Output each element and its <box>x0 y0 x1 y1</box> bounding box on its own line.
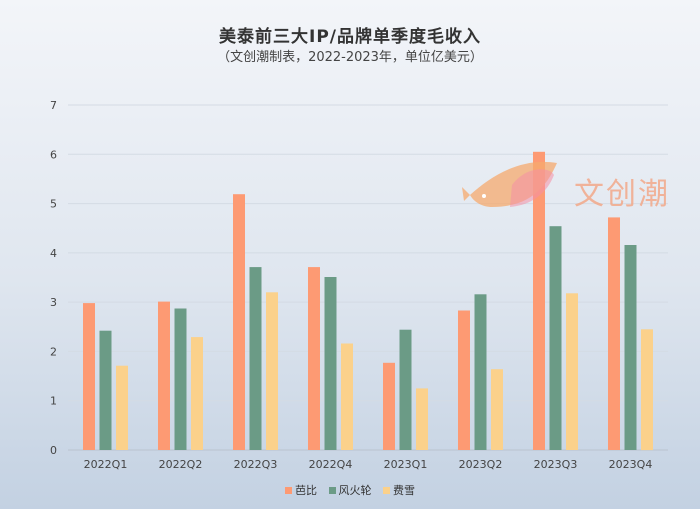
y-tick-label: 7 <box>50 99 57 112</box>
bar-barbie-2022Q2[interactable] <box>158 301 170 450</box>
chart-title: 美泰前三大IP/品牌单季度毛收入 <box>219 27 481 47</box>
y-tick-label: 0 <box>50 444 57 457</box>
watermark: 文创潮 <box>462 155 692 225</box>
legend-item-hot-wheels[interactable]: 风火轮 <box>328 482 372 498</box>
bar-hot-wheels-2023Q2[interactable] <box>474 294 487 450</box>
bar-barbie-2023Q1[interactable] <box>383 362 395 450</box>
y-axis-ticks: 0 1 2 3 4 5 6 7 <box>50 99 57 457</box>
bar-hot-wheels-2023Q3[interactable] <box>549 226 562 450</box>
fish-logo-icon <box>462 161 557 207</box>
y-tick-label: 6 <box>50 148 57 161</box>
legend-item-barbie[interactable]: 芭比 <box>285 482 317 498</box>
legend-swatch-barbie <box>285 487 292 494</box>
bar-barbie-2022Q4[interactable] <box>308 267 320 450</box>
y-tick-label: 5 <box>50 198 57 211</box>
legend-label-fisher-price: 费雪 <box>393 484 415 497</box>
y-tick-label: 4 <box>50 247 57 260</box>
x-tick-label: 2023Q2 <box>459 458 503 471</box>
bar-barbie-2023Q4[interactable] <box>608 217 620 450</box>
bar-fisher-price-2022Q1[interactable] <box>116 365 128 450</box>
legend-item-fisher-price[interactable]: 费雪 <box>383 482 415 498</box>
legend-label-barbie: 芭比 <box>295 484 317 497</box>
bar-hot-wheels-2023Q1[interactable] <box>399 329 412 450</box>
bar-fisher-price-2023Q3[interactable] <box>566 293 578 450</box>
bar-fisher-price-2022Q4[interactable] <box>341 343 353 451</box>
y-tick-label: 2 <box>50 345 57 358</box>
bar-fisher-price-2022Q2[interactable] <box>191 337 203 450</box>
bar-fisher-price-2023Q1[interactable] <box>416 388 428 450</box>
bars <box>83 151 653 451</box>
bar-fisher-price-2023Q2[interactable] <box>491 369 503 450</box>
bar-barbie-2022Q3[interactable] <box>233 194 245 450</box>
x-axis-ticks: 2022Q1 2022Q2 2022Q3 2022Q4 2023Q1 2023Q2 2023… <box>84 458 653 471</box>
bar-fisher-price-2023Q4[interactable] <box>641 329 653 451</box>
x-tick-label: 2022Q1 <box>84 458 128 471</box>
bar-fisher-price-2022Q3[interactable] <box>266 292 278 450</box>
watermark-text: 文创潮 <box>574 177 670 212</box>
legend-swatch-hot-wheels <box>328 487 336 494</box>
x-tick-label: 2022Q4 <box>309 458 353 471</box>
x-tick-label: 2023Q1 <box>384 458 428 471</box>
legend-swatch-fisher-price <box>383 487 390 494</box>
x-tick-label: 2022Q3 <box>234 458 278 471</box>
legend-label-hot-wheels: 风火轮 <box>338 484 372 497</box>
bar-hot-wheels-2022Q2[interactable] <box>174 308 187 451</box>
bar-barbie-2023Q2[interactable] <box>458 310 470 451</box>
x-tick-label: 2023Q4 <box>609 458 653 471</box>
bar-barbie-2023Q3[interactable] <box>533 151 545 451</box>
y-tick-label: 1 <box>50 395 57 408</box>
bar-hot-wheels-2023Q4[interactable] <box>624 245 637 450</box>
bar-hot-wheels-2022Q1[interactable] <box>99 330 112 450</box>
legend: 芭比 风火轮 费雪 <box>0 482 700 498</box>
x-tick-label: 2023Q3 <box>534 458 578 471</box>
bar-hot-wheels-2022Q3[interactable] <box>249 267 262 450</box>
bar-barbie-2022Q1[interactable] <box>83 303 95 450</box>
bar-hot-wheels-2022Q4[interactable] <box>324 277 337 450</box>
chart-subtitle: （文创潮制表，2022-2023年，单位亿美元） <box>217 50 483 65</box>
x-tick-label: 2022Q2 <box>159 458 203 471</box>
y-tick-label: 3 <box>50 296 57 309</box>
